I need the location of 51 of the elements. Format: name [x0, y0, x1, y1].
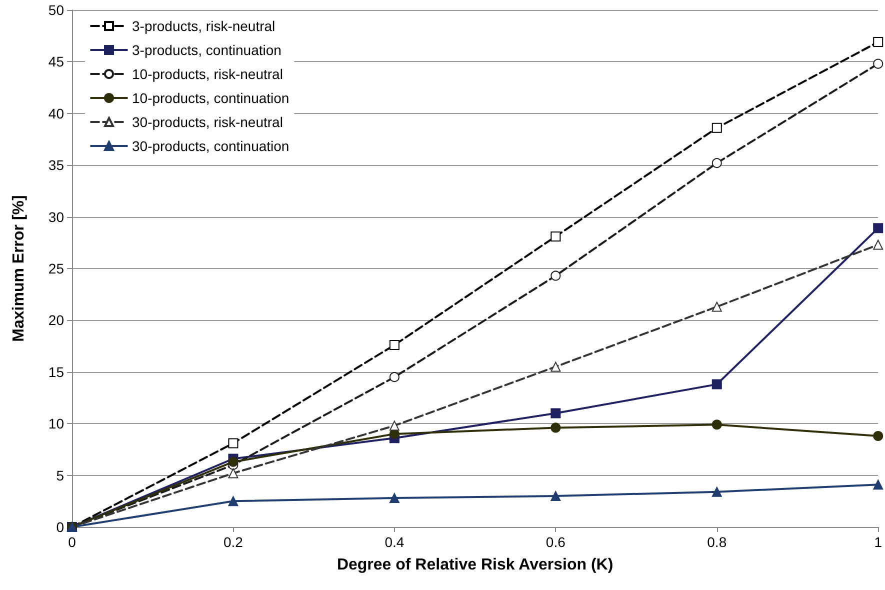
y-tick-label: 0 [56, 519, 64, 535]
point [873, 431, 884, 442]
point [873, 240, 884, 250]
point [550, 408, 561, 418]
y-tick-label: 5 [56, 467, 64, 484]
y-tick-label: 50 [48, 2, 64, 18]
y-tick-label: 35 [48, 157, 64, 174]
x-tick-label: 0.6 [546, 534, 566, 550]
point [550, 270, 561, 281]
y-tick-label: 45 [48, 54, 64, 70]
point [389, 340, 400, 350]
legend-label: 30-products, risk-neutral [132, 114, 283, 130]
point [228, 456, 238, 467]
legend-label: 3-products, risk-neutral [132, 18, 276, 34]
point [550, 362, 561, 372]
point [228, 438, 238, 448]
y-tick-label: 30 [48, 208, 64, 225]
point [712, 420, 722, 430]
point [550, 490, 561, 501]
x-tick-label: 0.4 [384, 534, 404, 550]
x-tick-label: 0 [68, 534, 76, 550]
point [873, 37, 884, 48]
legend-label: 30-products, continuation [132, 138, 290, 154]
point [550, 422, 561, 433]
point [712, 486, 722, 497]
point [228, 468, 238, 478]
point [389, 372, 400, 382]
x-tick-label: 0.2 [223, 534, 244, 550]
y-axis-title: Maximum Error [%] [10, 195, 28, 342]
point [550, 231, 561, 242]
x-axis-title: Degree of Relative Risk Aversion (K) [336, 556, 614, 574]
point [228, 496, 238, 506]
point [712, 302, 722, 312]
legend-label: 10-products, continuation [132, 90, 290, 106]
y-tick-label: 40 [48, 105, 64, 122]
x-tick-label: 0.8 [707, 534, 727, 550]
legend-label: 10-products, risk-neutral [132, 66, 283, 82]
y-tick-label: 25 [48, 260, 64, 276]
y-tick-label: 10 [48, 416, 64, 432]
point [712, 122, 722, 133]
point [389, 493, 400, 504]
y-tick-label: 20 [48, 312, 64, 328]
point [873, 480, 884, 490]
y-tick-label: 15 [48, 364, 64, 380]
point [712, 158, 722, 168]
x-tick-label: 1 [874, 534, 882, 550]
legend-label: 3-products, continuation [132, 42, 282, 58]
point [389, 420, 400, 431]
point [873, 58, 884, 69]
point [873, 223, 884, 234]
point [712, 379, 722, 390]
